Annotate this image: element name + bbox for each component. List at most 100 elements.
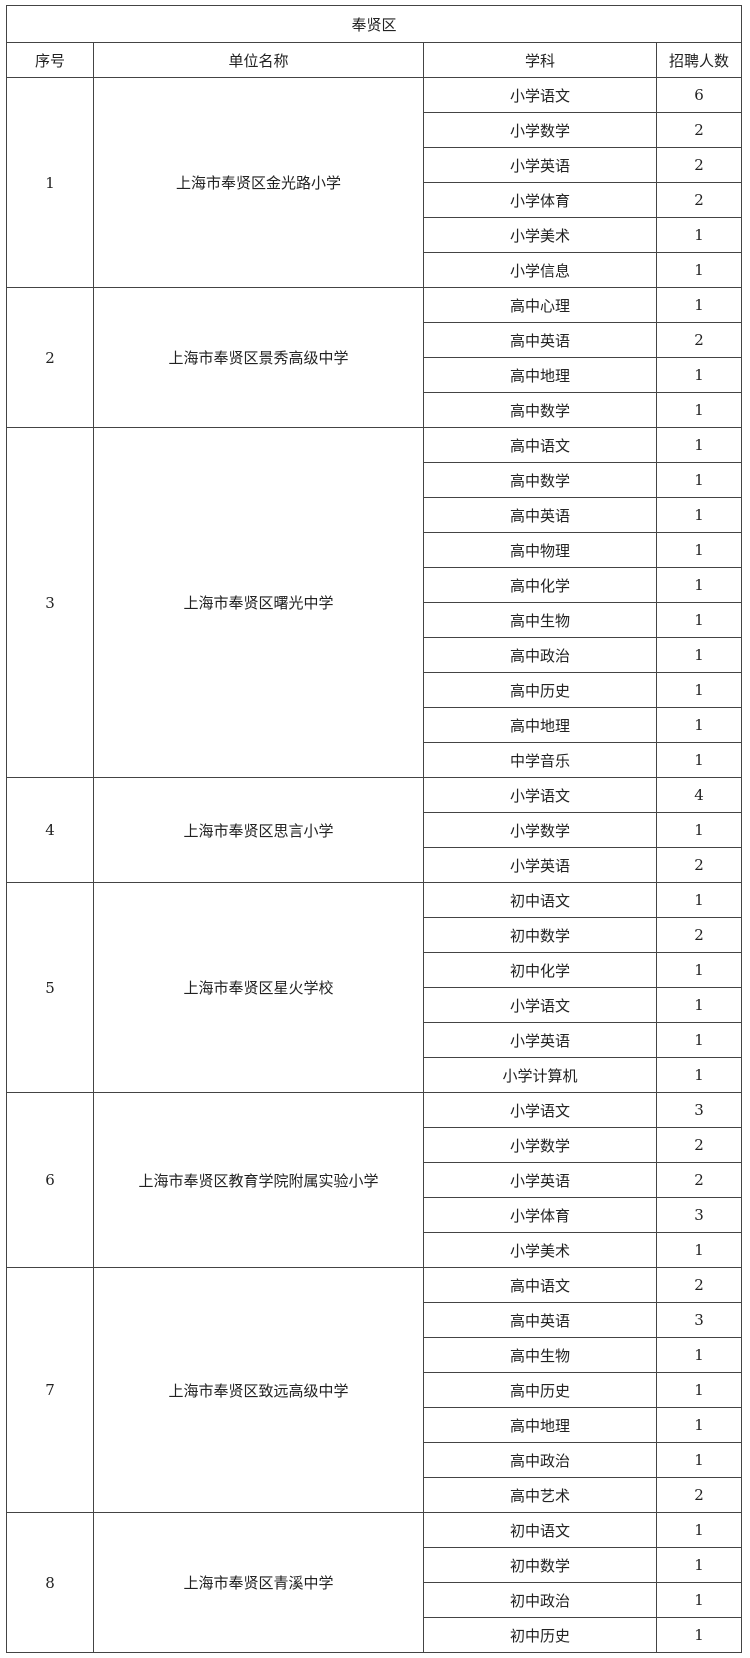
header-unit: 单位名称 [93, 42, 424, 78]
count-cell: 1 [655, 1582, 743, 1618]
count-cell: 2 [655, 147, 743, 183]
table-row: 高中历史 1 [7, 672, 743, 708]
count-cell: 3 [655, 1092, 743, 1128]
count-cell: 1 [655, 952, 743, 988]
count-cell: 3 [655, 1197, 743, 1233]
unit-index: 8 [6, 1512, 94, 1653]
table-row: 高中化学 1 [7, 567, 743, 603]
count-cell: 1 [655, 1617, 743, 1653]
unit-index: 5 [6, 882, 94, 1093]
subject-cell: 初中数学 [423, 917, 657, 953]
count-cell: 2 [655, 112, 743, 148]
table-row: 高中政治 1 [7, 637, 743, 673]
count-cell: 2 [655, 1267, 743, 1303]
count-cell: 1 [655, 462, 743, 498]
table-row: 小学体育 2 [7, 182, 743, 218]
subject-cell: 小学英语 [423, 1162, 657, 1198]
table-row: 高中生物 1 [7, 602, 743, 638]
subject-cell: 高中生物 [423, 1337, 657, 1373]
subject-cell: 小学体育 [423, 1197, 657, 1233]
table-row: 小学数学 2 [7, 1127, 743, 1163]
table-row: 初中数学 2 [7, 917, 743, 953]
table-row: 小学英语 2 [7, 847, 743, 883]
count-cell: 1 [655, 987, 743, 1023]
table-row: 小学英语 2 [7, 1162, 743, 1198]
unit-index: 6 [6, 1092, 94, 1268]
count-cell: 1 [655, 567, 743, 603]
table-row: 1 上海市奉贤区金光路小学 小学语文 6 [6, 77, 743, 288]
subject-cell: 初中政治 [423, 1582, 657, 1618]
count-cell: 1 [655, 252, 743, 288]
count-cell: 1 [655, 742, 743, 778]
table-row: 小学信息 1 [7, 252, 743, 288]
subject-cell: 高中数学 [423, 392, 657, 428]
count-cell: 1 [655, 1442, 743, 1478]
table-row: 8 上海市奉贤区青溪中学 初中语文 1 [6, 1512, 743, 1653]
subject-cell: 小学数学 [423, 812, 657, 848]
count-cell: 1 [655, 287, 743, 323]
table-row: 高中生物 1 [7, 1337, 743, 1373]
count-cell: 1 [655, 357, 743, 393]
subject-cell: 小学英语 [423, 147, 657, 183]
unit-index: 2 [6, 287, 94, 428]
count-cell: 1 [655, 602, 743, 638]
unit-name: 上海市奉贤区思言小学 [93, 777, 424, 883]
table-row: 7 上海市奉贤区致远高级中学 高中语文 2 [6, 1267, 743, 1513]
table-row: 小学语文 1 [7, 987, 743, 1023]
count-cell: 1 [655, 672, 743, 708]
subject-cell: 小学体育 [423, 182, 657, 218]
subject-cell: 小学数学 [423, 1127, 657, 1163]
recruitment-table: 奉贤区 序号 单位名称 学科 招聘人数 1 上海市奉贤区金光路小学 小学语文 6 小学数… [5, 5, 743, 1653]
subject-cell: 中学音乐 [423, 742, 657, 778]
subject-cell: 小学美术 [423, 217, 657, 253]
subject-cell: 小学数学 [423, 112, 657, 148]
subject-cell: 初中化学 [423, 952, 657, 988]
table-row: 高中政治 1 [7, 1442, 743, 1478]
count-cell: 1 [655, 217, 743, 253]
count-cell: 2 [655, 182, 743, 218]
count-cell: 1 [655, 1547, 743, 1583]
count-cell: 1 [655, 1232, 743, 1268]
count-cell: 1 [655, 427, 743, 463]
table-row: 初中化学 1 [7, 952, 743, 988]
table-row: 初中历史 1 [7, 1617, 743, 1653]
subject-cell: 高中物理 [423, 532, 657, 568]
unit-name: 上海市奉贤区曙光中学 [93, 427, 424, 778]
subject-cell: 高中历史 [423, 1372, 657, 1408]
subject-cell: 高中地理 [423, 357, 657, 393]
subject-cell: 小学英语 [423, 847, 657, 883]
count-cell: 1 [655, 1372, 743, 1408]
count-cell: 1 [655, 1022, 743, 1058]
unit-name: 上海市奉贤区金光路小学 [93, 77, 424, 288]
subject-cell: 小学语文 [423, 1092, 657, 1128]
subject-cell: 高中数学 [423, 462, 657, 498]
table-row: 3 上海市奉贤区曙光中学 高中语文 1 [6, 427, 743, 778]
subject-cell: 小学计算机 [423, 1057, 657, 1093]
count-cell: 6 [655, 77, 743, 113]
table-row: 小学计算机 1 [7, 1057, 743, 1093]
subject-cell: 高中英语 [423, 497, 657, 533]
count-cell: 1 [655, 637, 743, 673]
count-cell: 1 [655, 1057, 743, 1093]
subject-cell: 高中地理 [423, 1407, 657, 1443]
table-row: 4 上海市奉贤区思言小学 小学语文 4 [6, 777, 743, 883]
table-title: 奉贤区 [5, 5, 743, 43]
subject-cell: 高中生物 [423, 602, 657, 638]
subject-cell: 高中地理 [423, 707, 657, 743]
count-cell: 2 [655, 1162, 743, 1198]
table-row: 小学数学 2 [7, 112, 743, 148]
count-cell: 1 [655, 1337, 743, 1373]
table-row: 高中地理 1 [7, 707, 743, 743]
table-row: 高中数学 1 [7, 392, 743, 428]
count-cell: 1 [655, 497, 743, 533]
subject-cell: 高中艺术 [423, 1477, 657, 1513]
unit-name: 上海市奉贤区青溪中学 [93, 1512, 424, 1653]
count-cell: 1 [655, 812, 743, 848]
subject-cell: 初中历史 [423, 1617, 657, 1653]
count-cell: 1 [655, 1407, 743, 1443]
unit-name: 上海市奉贤区致远高级中学 [93, 1267, 424, 1513]
subject-cell: 高中政治 [423, 637, 657, 673]
count-cell: 2 [655, 1127, 743, 1163]
count-cell: 2 [655, 1477, 743, 1513]
subject-cell: 高中语文 [423, 1267, 657, 1303]
